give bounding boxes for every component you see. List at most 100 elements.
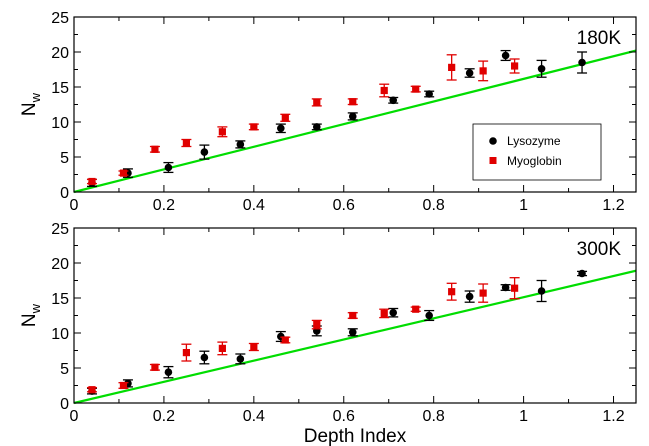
panel-180k-xtick-label: 0.2 (153, 197, 175, 214)
panel-300k-lysozyme-point (164, 368, 173, 377)
panel-180k-ylabel: Nw (19, 92, 43, 116)
panel-300k-annotation: 300K (577, 239, 622, 260)
panel-300k-myoglobin-point (349, 311, 357, 320)
panel-300k-ytick-label: 0 (60, 396, 69, 413)
panel-180k-ytick-label: 25 (51, 10, 69, 27)
panel-180k-myoglobin-point (182, 139, 190, 147)
panel-300k-lysozyme-point (578, 269, 586, 278)
panel-300k-lysozyme-point (348, 328, 357, 337)
panel-300k-myoglobin-point (380, 309, 388, 317)
panel-180k-lysozyme-point (164, 163, 173, 172)
panel-180k-myoglobin-point (281, 114, 289, 122)
panel-300k-myoglobin-point (218, 344, 226, 352)
panel-300k-ytick-label: 5 (60, 361, 69, 378)
panel-300k-myoglobin-point (281, 336, 289, 344)
panel-300k-xtick-labels: 0 0.2 0.4 0.6 0.8 1 1.2 (70, 408, 625, 425)
panel-180k-ytick-label: 0 (60, 185, 69, 202)
panel-180k-lysozyme-point (277, 124, 285, 133)
panel-300k-myoglobin-point (151, 363, 159, 371)
panel-300k: 0 0.2 0.4 0.6 0.8 1 1.2 0 5 10 15 20 25 … (19, 221, 637, 446)
panel-180k-xtick-label: 1.2 (602, 197, 624, 214)
panel-300k-ytick-label: 25 (51, 221, 69, 238)
panel-300k-xtick-label: 0 (70, 408, 79, 425)
panel-180k-myoglobin-point (250, 123, 258, 131)
panel-300k-myoglobin-point (119, 381, 128, 390)
panel-300k-ticks (73, 227, 636, 404)
legend-box (472, 123, 602, 181)
panel-180k-lysozyme-point (389, 96, 398, 105)
panel-300k-myoglobin-point (182, 349, 190, 357)
panel-180k-myoglobin-point (380, 86, 388, 95)
panel-180k-xtick-label: 0.6 (333, 197, 355, 214)
panel-180k-ticks (73, 16, 636, 193)
panel-300k-lysozyme-point (425, 311, 433, 320)
panel-180k-ytick-label: 15 (51, 80, 69, 97)
panel-180k-lysozyme-point (501, 51, 510, 60)
panel-300k-ytick-label: 15 (51, 291, 69, 308)
panel-300k-lysozyme-point (501, 283, 510, 292)
panel-300k-xtick-label: 0.6 (333, 408, 355, 425)
panel-180k-lysozyme-point (425, 90, 433, 98)
panel-180k-myoglobin-point (412, 85, 420, 93)
panel-180k-myoglobin-point (349, 98, 357, 106)
panel-300k-myoglobin-point (250, 343, 258, 351)
panel-180k-ylabel-sub: w (28, 92, 43, 103)
panel-300k-myoglobin-point (448, 288, 456, 296)
panel-180k-myoglobin-point (448, 63, 456, 71)
panel-180k-myoglobin-point (218, 128, 226, 136)
panel-180k-ytick-label: 5 (60, 150, 69, 167)
panel-180k-xtick-label: 0 (70, 197, 79, 214)
panel-300k-ylabel: Nw (19, 303, 43, 327)
panel-180k-ytick-label: 20 (51, 45, 69, 62)
legend: Lysozyme Myoglobin (472, 123, 602, 181)
panel-300k-myoglobin-point (479, 289, 487, 297)
panel-180k-myoglobin-point (313, 98, 321, 106)
panel-180k-lysozyme-point (312, 123, 321, 131)
panel-180k-xtick-label: 1 (519, 197, 528, 214)
panel-180k-lysozyme-point (537, 65, 546, 73)
panel-300k-ylabel-sub: w (28, 303, 43, 314)
panel-300k-myoglobin-point (88, 386, 96, 394)
panel-300k-xtick-label: 0.8 (423, 408, 445, 425)
panel-180k-ylabel-main: N (19, 102, 40, 116)
legend-lysozyme-marker (489, 137, 497, 145)
panel-180k: 0 0.2 0.4 0.6 0.8 1 1.2 0 5 10 15 20 25 … (19, 10, 637, 214)
panel-300k-lysozyme-point (389, 308, 398, 317)
panel-300k-marks (73, 269, 637, 405)
panel-300k-ylabel-main: N (19, 313, 40, 327)
legend-myoglobin-label: Myoglobin (507, 154, 562, 168)
panel-180k-myoglobin-point (479, 67, 487, 75)
legend-lysozyme-label: Lysozyme (507, 134, 561, 148)
panel-180k-lysozyme-point (578, 58, 586, 67)
panel-300k-xtick-label: 0.2 (153, 408, 175, 425)
panel-300k-fit-line (73, 269, 637, 405)
panel-300k-lysozyme-point (537, 287, 546, 295)
panel-300k-myoglobin-point (412, 305, 420, 313)
panel-180k-lysozyme-point (348, 112, 357, 121)
panel-300k-xtick-label: 1.2 (602, 408, 624, 425)
panel-300k-ytick-labels: 0 5 10 15 20 25 (51, 221, 69, 413)
panel-180k-myoglobin-point (151, 145, 159, 153)
panel-180k-lysozyme-point (465, 69, 474, 77)
panel-180k-marks (73, 49, 637, 194)
panel-180k-myoglobin-point (511, 62, 519, 70)
panel-180k-lysozyme-point (236, 140, 245, 149)
panel-180k-annotation: 180K (577, 28, 622, 49)
panel-180k-lysozyme-point (200, 148, 209, 156)
panel-180k-xtick-label: 0.4 (243, 197, 265, 214)
x-axis-title: Depth Index (304, 426, 407, 446)
panel-300k-xtick-label: 0.4 (243, 408, 265, 425)
legend-myoglobin-marker (489, 157, 497, 164)
panel-300k-lysozyme-point (236, 355, 245, 363)
panel-180k-ytick-labels: 0 5 10 15 20 25 (51, 10, 69, 202)
panel-180k-myoglobin-point (119, 169, 128, 177)
panel-300k-xtick-label: 1 (519, 408, 528, 425)
panel-300k-lysozyme-point (200, 353, 209, 362)
panel-180k-myoglobin-point (88, 177, 96, 186)
panel-300k-myoglobin-point (313, 321, 321, 329)
panel-180k-ytick-label: 10 (51, 115, 69, 132)
panel-300k-lysozyme-point (465, 292, 474, 301)
panel-300k-ytick-label: 20 (51, 256, 69, 273)
panel-180k-xtick-labels: 0 0.2 0.4 0.6 0.8 1 1.2 (70, 197, 625, 214)
